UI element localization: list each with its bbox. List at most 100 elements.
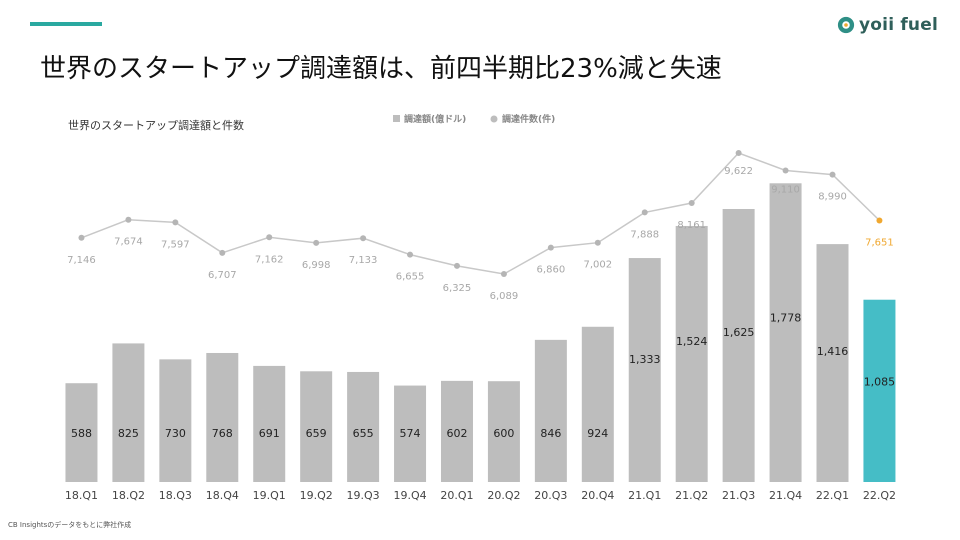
bar-value-label: 1,085 <box>864 376 896 389</box>
x-tick-label: 20.Q4 <box>581 489 614 502</box>
line-value-label: 6,325 <box>443 283 472 294</box>
logo-mark-icon <box>837 16 855 34</box>
bar-value-label: 588 <box>71 427 92 440</box>
legend-swatch-bar <box>393 115 400 122</box>
count-line <box>81 152 881 275</box>
line-value-label: 7,133 <box>349 255 378 266</box>
line-point <box>219 249 226 256</box>
x-tick-label: 22.Q2 <box>863 489 896 502</box>
bar <box>206 352 239 482</box>
line-value-label: 7,146 <box>67 255 96 266</box>
line-value-label: 6,860 <box>537 265 566 276</box>
chart-title: 世界のスタートアップ調達額と件数 <box>68 119 244 132</box>
line-value-label: 7,002 <box>583 260 612 271</box>
bar <box>347 371 380 482</box>
line-point <box>735 150 742 156</box>
x-tick-label: 18.Q4 <box>206 489 239 502</box>
line-value-label: 9,110 <box>771 185 800 196</box>
x-tick-label: 18.Q3 <box>159 489 192 502</box>
bar-value-label: 730 <box>165 427 186 440</box>
line-point <box>313 239 320 246</box>
line-point <box>594 239 601 246</box>
bar <box>65 383 98 482</box>
brand-logo: yoii fuel <box>837 15 938 35</box>
bar-value-label: 924 <box>587 427 608 440</box>
bar-value-label: 659 <box>306 427 327 440</box>
line-value-label: 9,622 <box>724 166 753 177</box>
bar-value-label: 691 <box>259 427 280 440</box>
bar-value-label: 1,333 <box>629 353 661 366</box>
legend-label-bar: 調達額(億ドル) <box>404 113 466 125</box>
x-tick-label: 19.Q2 <box>300 489 333 502</box>
line-point <box>782 167 789 174</box>
logo-text: yoii fuel <box>859 15 938 35</box>
line-point <box>266 234 273 241</box>
bar-value-label: 825 <box>118 427 139 440</box>
line-point <box>407 251 414 258</box>
bar-value-label: 600 <box>493 427 514 440</box>
bar <box>253 365 286 482</box>
bar <box>487 381 520 482</box>
bar-value-label: 1,524 <box>676 335 708 348</box>
x-tick-label: 21.Q3 <box>722 489 755 502</box>
x-tick-label: 18.Q1 <box>65 489 98 502</box>
line-point <box>688 200 695 207</box>
bar-value-label: 846 <box>540 427 561 440</box>
bar-value-label: 655 <box>353 427 374 440</box>
line-point <box>78 234 85 241</box>
bar-value-label: 1,778 <box>770 312 802 325</box>
slide-title: 世界のスタートアップ調達額は、前四半期比23%減と失速 <box>40 54 722 84</box>
bar <box>534 339 567 482</box>
bar <box>769 183 802 482</box>
x-tick-label: 18.Q2 <box>112 489 145 502</box>
bar <box>300 371 333 482</box>
bar <box>675 225 708 482</box>
line-value-label: 7,651 <box>865 238 894 249</box>
line-value-label: 6,707 <box>208 270 237 281</box>
legend-label-line: 調達件数(件) <box>502 113 555 125</box>
bar-value-label: 1,416 <box>817 345 849 358</box>
line-value-label: 8,161 <box>677 220 706 231</box>
line-point <box>453 262 460 269</box>
x-tick-label: 19.Q4 <box>393 489 426 502</box>
bar <box>394 385 427 482</box>
line-value-label: 7,162 <box>255 254 284 265</box>
line-value-label: 7,674 <box>114 237 143 248</box>
line-point <box>172 219 179 226</box>
bar-value-label: 602 <box>446 427 467 440</box>
line-point <box>547 244 554 251</box>
x-tick-label: 21.Q1 <box>628 489 661 502</box>
line-point <box>829 171 836 178</box>
x-tick-label: 20.Q3 <box>534 489 567 502</box>
line-point <box>125 216 132 223</box>
line-value-label: 6,998 <box>302 260 331 271</box>
bar <box>159 359 192 482</box>
legend-swatch-line <box>490 115 498 123</box>
bar-value-label: 574 <box>400 427 421 440</box>
line-value-label: 8,990 <box>818 192 847 203</box>
x-tick-label: 19.Q1 <box>253 489 286 502</box>
line-value-label: 6,089 <box>490 291 519 302</box>
bar <box>440 380 473 482</box>
source-note: CB Insightsのデータをもとに弊社作成 <box>8 521 132 529</box>
x-tick-label: 20.Q1 <box>440 489 473 502</box>
x-tick-label: 21.Q4 <box>769 489 802 502</box>
x-tick-label: 20.Q2 <box>487 489 520 502</box>
line-point <box>876 217 883 224</box>
x-tick-label: 19.Q3 <box>347 489 380 502</box>
bar <box>816 244 849 482</box>
bar <box>863 299 896 482</box>
line-point <box>641 209 648 216</box>
bar <box>581 326 614 482</box>
bar-value-label: 768 <box>212 427 233 440</box>
line-value-label: 7,597 <box>161 239 190 250</box>
line-value-label: 7,888 <box>630 229 659 240</box>
line-point <box>360 235 367 242</box>
line-value-label: 6,655 <box>396 272 425 283</box>
bar <box>112 343 145 482</box>
x-tick-label: 22.Q1 <box>816 489 849 502</box>
bar-value-label: 1,625 <box>723 326 755 339</box>
x-tick-label: 21.Q2 <box>675 489 708 502</box>
bar <box>628 258 661 482</box>
